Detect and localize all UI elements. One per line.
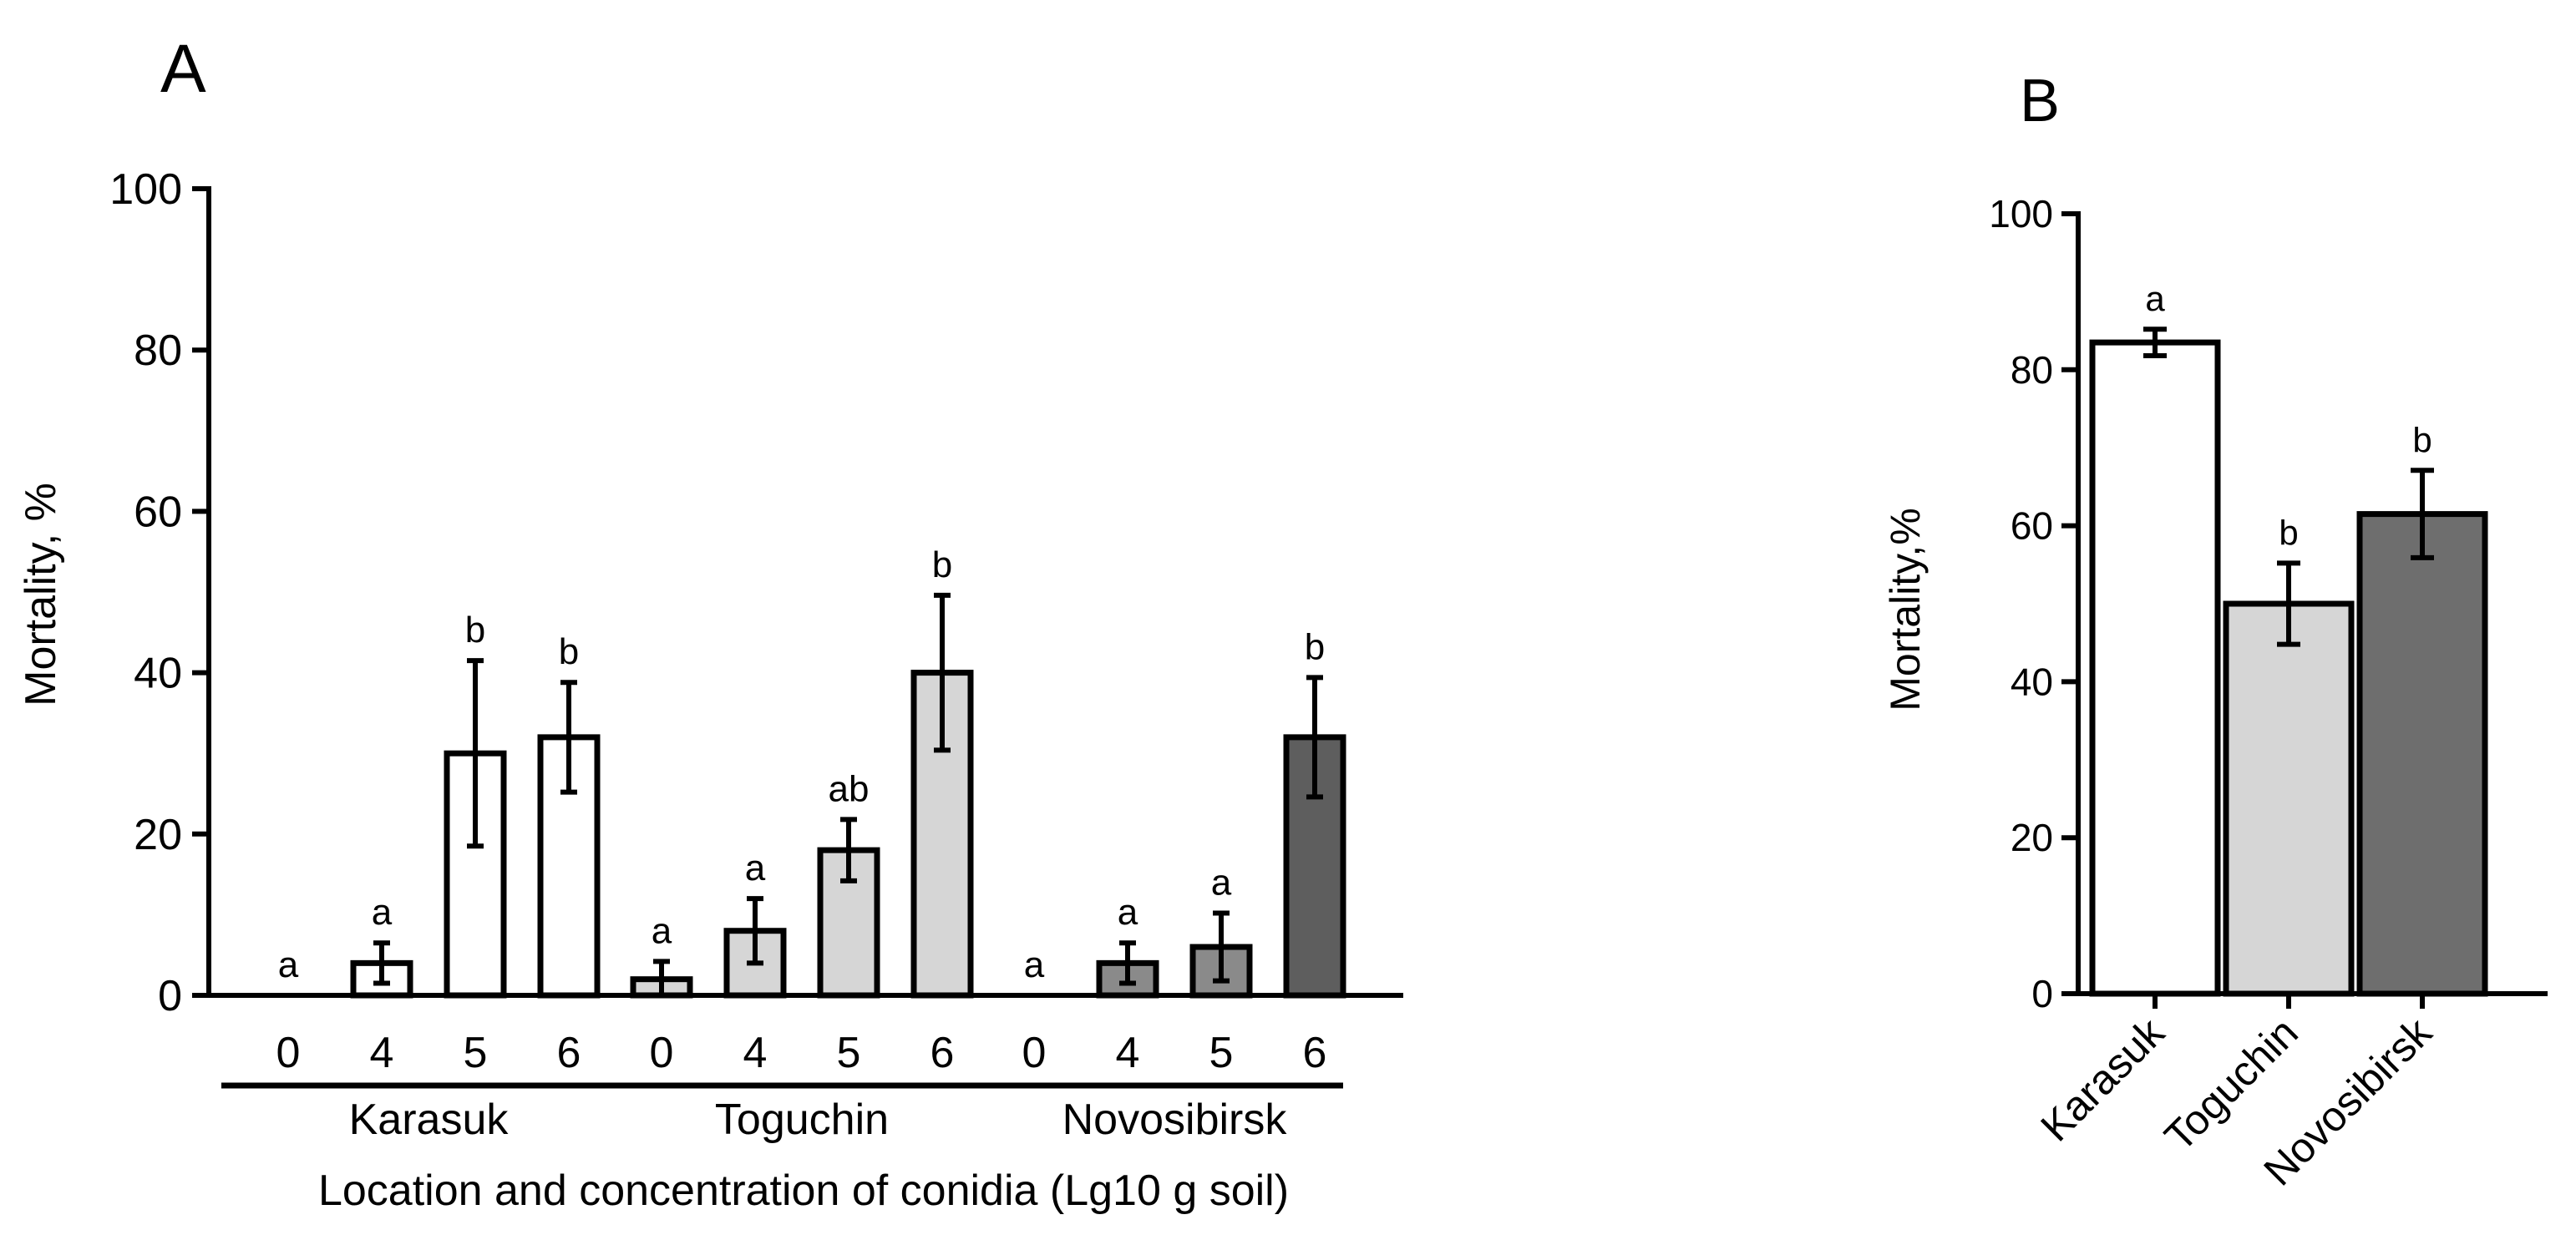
panel-a-y-tick-label: 0 xyxy=(158,972,182,1020)
panel-a-x-tick-label: 6 xyxy=(557,1029,581,1077)
panel-b-y-label: Mortality,% xyxy=(1882,508,1929,711)
panel-b-y-tick-label: 40 xyxy=(2011,660,2053,703)
panel-a-significance-letter: a xyxy=(1118,892,1138,933)
panel-a-x-tick-label: 4 xyxy=(1116,1029,1140,1077)
panel-a-y-tick-label: 40 xyxy=(134,650,182,698)
panel-a-group-label: Novosibirsk xyxy=(1062,1096,1288,1144)
panel-b-bar xyxy=(2089,339,2221,997)
panel-a-significance-letter: a xyxy=(1024,944,1045,985)
panel-a-significance-letter: b xyxy=(559,631,579,672)
panel-a: A Mortality, % Location and concentratio… xyxy=(17,31,1403,1215)
panel-a-significance-letter: a xyxy=(745,848,766,888)
panel-a-x-tick-label: 6 xyxy=(1303,1029,1327,1077)
panel-a-bar xyxy=(910,670,974,999)
panel-a-y-tick-label: 80 xyxy=(134,326,182,375)
panel-a-x-tick-label: 5 xyxy=(1209,1029,1234,1077)
panel-a-significance-letter: a xyxy=(1211,862,1232,903)
panel-a-x-tick-label: 4 xyxy=(370,1029,394,1077)
panel-a-significance-letter: b xyxy=(1305,626,1325,667)
panel-a-group-label: Toguchin xyxy=(715,1096,889,1144)
panel-a-x-label: Location and concentration of conidia (L… xyxy=(318,1167,1289,1215)
panel-b-y-tick-label: 80 xyxy=(2011,348,2053,392)
panel-b-significance-letter: b xyxy=(2412,420,2431,459)
panel-a-group-labels: Karasuk Toguchin Novosibirsk xyxy=(221,1082,1343,1144)
panel-b-letter: B xyxy=(2020,68,2060,134)
panel-a-y-tick-label: 20 xyxy=(134,811,182,859)
panel-a-x-tick-label: 0 xyxy=(650,1029,674,1077)
panel-a-x-tick-label: 5 xyxy=(464,1029,488,1077)
panel-b-bar xyxy=(2223,600,2355,997)
panel-a-x-tick-label: 0 xyxy=(276,1029,301,1077)
panel-b-y-tick-label: 60 xyxy=(2011,504,2053,548)
panel-a-y-axis: 0 20 40 60 80 100 xyxy=(109,165,1403,1020)
panel-b-bar xyxy=(2356,511,2488,997)
panel-a-group-label: Karasuk xyxy=(349,1096,510,1144)
panel-a-y-tick-label: 60 xyxy=(134,488,182,536)
panel-a-x-tick-label: 5 xyxy=(837,1029,861,1077)
panel-a-x-tick-label: 4 xyxy=(743,1029,768,1077)
panel-a-bars: a 0 a 4 b 5 b 6 a 0 a 4 ab 5 b 6 a 0 a 4 a 5 b 6 xyxy=(276,544,1346,1077)
panel-b-y-tick-label: 100 xyxy=(1989,192,2053,235)
panel-a-x-tick-label: 6 xyxy=(931,1029,955,1077)
panel-a-significance-letter: a xyxy=(652,910,672,951)
panel-a-y-label: Mortality, % xyxy=(17,483,65,706)
panel-a-x-tick-label: 0 xyxy=(1022,1029,1047,1077)
panel-b-significance-letter: b xyxy=(2279,513,2298,552)
panel-b-y-tick-label: 20 xyxy=(2011,816,2053,859)
panel-a-significance-letter: a xyxy=(372,892,393,933)
panel-a-letter: A xyxy=(160,31,206,107)
panel-a-significance-letter: b xyxy=(932,544,952,585)
panel-a-significance-letter: a xyxy=(278,944,299,985)
panel-b-x-tick-label: Karasuk xyxy=(2031,1008,2173,1150)
panel-a-significance-letter: ab xyxy=(829,768,870,809)
panel-a-y-tick-label: 100 xyxy=(109,165,182,214)
panel-b-significance-letter: a xyxy=(2145,279,2165,318)
panel-a-significance-letter: b xyxy=(465,610,485,650)
panel-b-y-tick-label: 0 xyxy=(2031,972,2053,1015)
